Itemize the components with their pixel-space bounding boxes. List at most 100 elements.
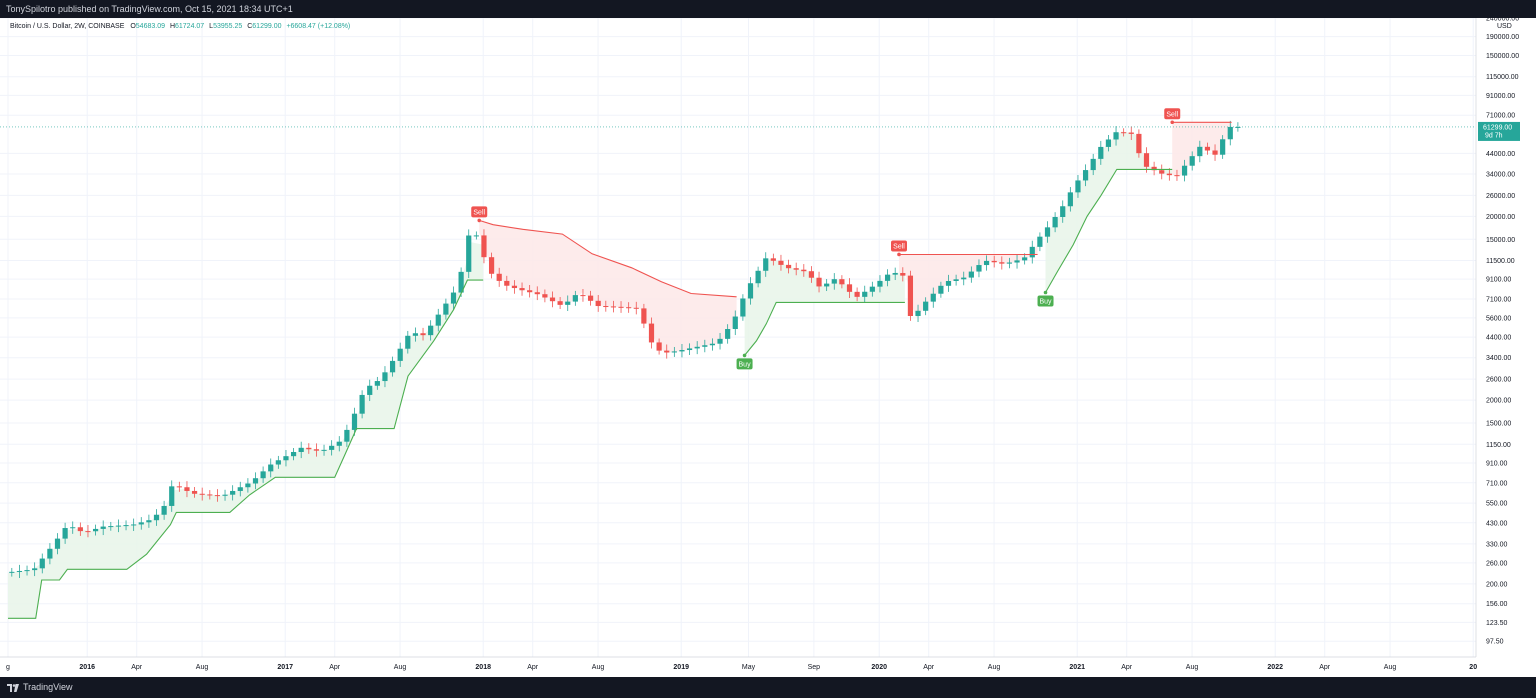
candle-body <box>230 490 236 495</box>
price-tick-label: 115000.00 <box>1486 74 1519 81</box>
candle-body <box>633 307 639 309</box>
candle-body <box>39 558 45 569</box>
legend: Bitcoin / U.S. Dollar, 2W, COINBASE O546… <box>10 23 350 30</box>
buy-signal-dot <box>1043 290 1048 295</box>
candle-body <box>679 350 685 352</box>
price-tick-label: 7100.00 <box>1486 296 1511 303</box>
candle-body <box>199 493 205 495</box>
candle-body <box>1235 126 1241 128</box>
candle-body <box>717 338 723 344</box>
candle-body <box>184 487 190 491</box>
sell-signal-label: Sell <box>1166 111 1178 118</box>
candle-body <box>488 257 495 274</box>
candle-body <box>892 273 898 275</box>
candle-body <box>321 449 327 451</box>
price-axis[interactable]: 240000.00 190000.00 150000.00 115000.00 9100… <box>1486 18 1519 646</box>
candle-body <box>382 372 388 382</box>
time-tick-label: g <box>6 664 10 671</box>
candle-body <box>466 235 472 272</box>
time-tick-label: Aug <box>196 664 209 671</box>
candle-body <box>344 429 350 442</box>
candle-body <box>999 262 1005 264</box>
candle-body <box>70 527 76 529</box>
legend-symbol: Bitcoin / U.S. Dollar, 2W, COINBASE <box>10 23 125 30</box>
candle-body <box>1128 132 1134 134</box>
time-tick-label: Aug <box>1384 664 1397 671</box>
time-axis[interactable]: g 2016 Apr Aug 2017 Apr Aug 2018 Apr Aug 2019 May Se… <box>6 664 1477 671</box>
candle-body <box>1098 146 1104 159</box>
price-tick-label: 260.00 <box>1486 560 1508 567</box>
candle-body <box>808 271 815 278</box>
candle-body <box>16 570 23 572</box>
candle-body <box>1006 262 1013 264</box>
sell-signal-label: Sell <box>893 243 905 250</box>
price-tick-label: 1500.00 <box>1486 421 1511 428</box>
time-tick-label: 20 <box>1469 664 1477 671</box>
candle-body <box>138 522 144 525</box>
candle-body <box>884 274 891 281</box>
candle-body <box>54 538 61 549</box>
price-tick-label: 15000.00 <box>1486 237 1515 244</box>
time-tick-label: 2016 <box>79 664 95 671</box>
candle-body <box>1212 150 1218 155</box>
candle-body <box>770 258 776 261</box>
candle-body <box>1044 227 1051 237</box>
candle-body <box>275 460 281 465</box>
price-tick-label: 5600.00 <box>1486 315 1511 322</box>
support-line <box>8 279 484 619</box>
time-tick-label: Aug <box>394 664 407 671</box>
candle-body <box>656 342 662 351</box>
time-tick-label: Aug <box>1186 664 1199 671</box>
candle-body <box>686 348 693 351</box>
candle-body <box>268 464 274 472</box>
candle-body <box>907 275 914 317</box>
axis-currency: USD <box>1497 23 1512 30</box>
candle-body <box>504 280 510 286</box>
candle-body <box>725 329 731 339</box>
candle-body <box>648 323 655 343</box>
price-tick-label: 9100.00 <box>1486 277 1511 284</box>
candle-body <box>1181 165 1188 176</box>
tradingview-logo-icon <box>7 683 19 692</box>
legend-change: +6608.47 (+12.08%) <box>286 23 350 30</box>
candle-body <box>24 570 30 572</box>
price-tick-label: 97.50 <box>1486 639 1504 646</box>
candle-body <box>953 279 959 281</box>
candle-body <box>298 447 304 452</box>
chart-grid <box>0 18 1476 657</box>
price-tick-label: 330.00 <box>1486 541 1508 548</box>
candle-body <box>534 292 540 295</box>
price-tick-label: 710.00 <box>1486 480 1508 487</box>
candle-body <box>1022 257 1028 261</box>
candle-body <box>1052 216 1058 228</box>
candle-body <box>428 325 434 336</box>
candle-body <box>831 279 837 284</box>
sell-signal-badge <box>1164 108 1181 120</box>
candle-body <box>549 297 556 302</box>
time-tick-label: Apr <box>131 664 143 671</box>
candle-body <box>481 235 487 258</box>
candle-body <box>755 270 761 284</box>
candle-body <box>450 292 457 304</box>
candle-body <box>32 568 38 571</box>
price-tick-label: 156.00 <box>1486 601 1508 608</box>
candle-body <box>77 527 83 532</box>
time-tick-label: Apr <box>527 664 539 671</box>
candle-body <box>915 310 921 317</box>
candle-body <box>412 333 419 336</box>
price-badge: 61299.00 9d 7h <box>1478 121 1520 141</box>
candle-body <box>976 265 982 272</box>
candle-body <box>709 343 716 346</box>
candle-body <box>542 294 548 298</box>
candle-body <box>641 308 647 324</box>
price-chart[interactable]: Buy Buy Sell Sell Sell 240000.00 190000.00 150… <box>0 18 1536 677</box>
price-badge-value: 61299.00 <box>1483 124 1512 131</box>
sell-signal-dot <box>477 218 482 223</box>
candle-body <box>306 447 312 450</box>
candle-body <box>191 490 198 494</box>
price-tick-label: 91000.00 <box>1486 93 1515 100</box>
resistance-fill <box>479 220 737 354</box>
candle-body <box>519 288 525 291</box>
candle-body <box>610 306 617 308</box>
candle-body <box>877 280 883 287</box>
